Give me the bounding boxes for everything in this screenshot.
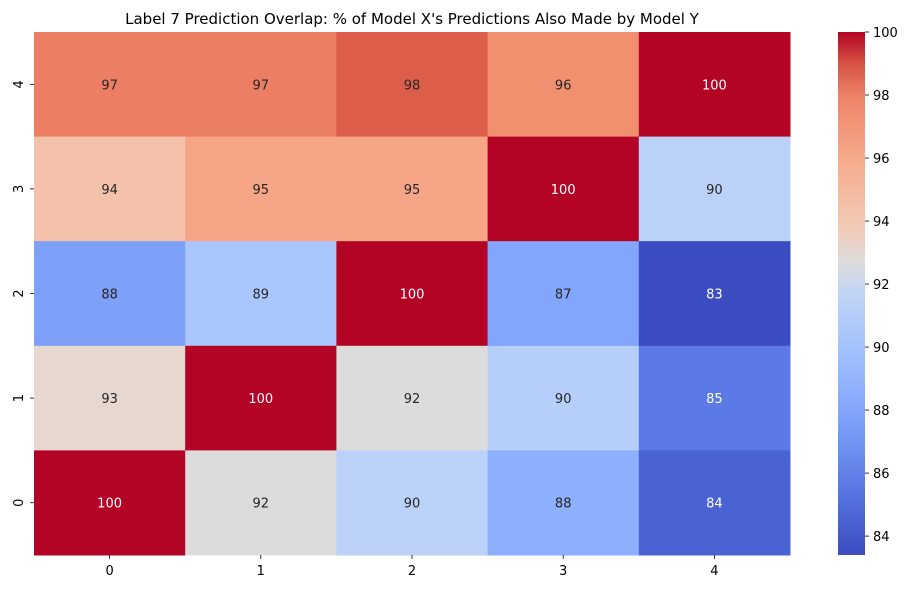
- colorbar: 84 86 88 90 92 94 96 98 100: [838, 26, 898, 555]
- colorbar-tick-label: 100: [873, 26, 898, 41]
- heatmap-cell: [638, 136, 791, 242]
- cell-value-label: 88: [555, 497, 572, 512]
- heatmap-cell: [336, 241, 489, 347]
- heatmap-cell: [34, 32, 186, 138]
- cell-value-label: 100: [248, 392, 273, 407]
- colorbar-gradient: [838, 32, 865, 555]
- x-axis: 0 1 2 3 4: [105, 555, 719, 579]
- cell-value-label: 84: [706, 497, 723, 512]
- heatmap-cell: [34, 136, 186, 242]
- cell-value-label: 97: [253, 78, 270, 93]
- cell-value-label: 92: [404, 392, 421, 407]
- x-tick-label: 1: [257, 564, 265, 579]
- colorbar-tick-label: 92: [873, 278, 890, 293]
- heatmap-cell: [487, 32, 640, 138]
- heatmap-cell: [638, 241, 791, 347]
- y-tick-label: 3: [12, 185, 27, 193]
- cell-value-label: 83: [706, 288, 723, 303]
- y-tick-label: 2: [12, 289, 27, 297]
- heatmap-cell: [336, 136, 489, 242]
- heatmap-cell: [638, 450, 791, 556]
- cell-value-label: 100: [97, 497, 122, 512]
- heatmap-cell: [487, 136, 640, 242]
- x-tick-label: 0: [105, 564, 113, 579]
- heatmap-cell: [185, 241, 337, 347]
- heatmap-cell: [336, 345, 489, 451]
- heatmap-cell: [185, 450, 337, 556]
- cell-value-label: 90: [706, 183, 723, 198]
- heatmap-cell: [185, 32, 337, 138]
- cell-value-label: 93: [101, 392, 118, 407]
- colorbar-tick-label: 96: [873, 152, 890, 167]
- cell-value-label: 87: [555, 288, 572, 303]
- heatmap-cells: 97 97 98 96 100 94 95 95 100 90 88 89 100 87 83 93 100 92…: [34, 32, 791, 556]
- y-axis: 4 3 2 1 0: [12, 80, 34, 507]
- chart-title: Label 7 Prediction Overlap: % of Model X…: [125, 10, 700, 28]
- cell-value-label: 98: [404, 78, 421, 93]
- colorbar-tick-label: 86: [873, 467, 890, 482]
- cell-value-label: 85: [706, 392, 723, 407]
- colorbar-tick-label: 90: [873, 341, 890, 356]
- heatmap-cell: [487, 345, 640, 451]
- cell-value-label: 95: [253, 183, 270, 198]
- cell-value-label: 94: [101, 183, 118, 198]
- heatmap-cell: [185, 136, 337, 242]
- colorbar-tick-label: 88: [873, 404, 890, 419]
- cell-value-label: 95: [404, 183, 421, 198]
- cell-value-label: 100: [551, 183, 576, 198]
- cell-value-label: 96: [555, 78, 572, 93]
- cell-value-label: 92: [253, 497, 270, 512]
- y-tick-label: 0: [12, 499, 27, 507]
- colorbar-tick-label: 94: [873, 215, 890, 230]
- heatmap-cell: [34, 450, 186, 556]
- x-tick-label: 3: [559, 564, 567, 579]
- heatmap-cell: [487, 241, 640, 347]
- heatmap-cell: [638, 32, 791, 138]
- cell-value-label: 97: [101, 78, 118, 93]
- cell-value-label: 100: [702, 78, 727, 93]
- heatmap-cell: [34, 345, 186, 451]
- heatmap-cell: [185, 345, 337, 451]
- cell-value-label: 90: [555, 392, 572, 407]
- cell-value-label: 88: [101, 288, 118, 303]
- colorbar-ticks: 84 86 88 90 92 94 96 98 100: [865, 26, 898, 545]
- heatmap-cell: [336, 32, 489, 138]
- cell-value-label: 90: [404, 497, 421, 512]
- heatmap-cell: [638, 345, 791, 451]
- x-tick-label: 2: [408, 564, 416, 579]
- heatmap-cell: [487, 450, 640, 556]
- heatmap-cell: [336, 450, 489, 556]
- y-tick-label: 4: [12, 80, 27, 88]
- colorbar-tick-label: 84: [873, 530, 890, 545]
- cell-value-label: 100: [400, 288, 425, 303]
- colorbar-tick-label: 98: [873, 89, 890, 104]
- heatmap-cell: [34, 241, 186, 347]
- cell-value-label: 89: [253, 288, 270, 303]
- x-tick-label: 4: [710, 564, 718, 579]
- y-tick-label: 1: [12, 394, 27, 402]
